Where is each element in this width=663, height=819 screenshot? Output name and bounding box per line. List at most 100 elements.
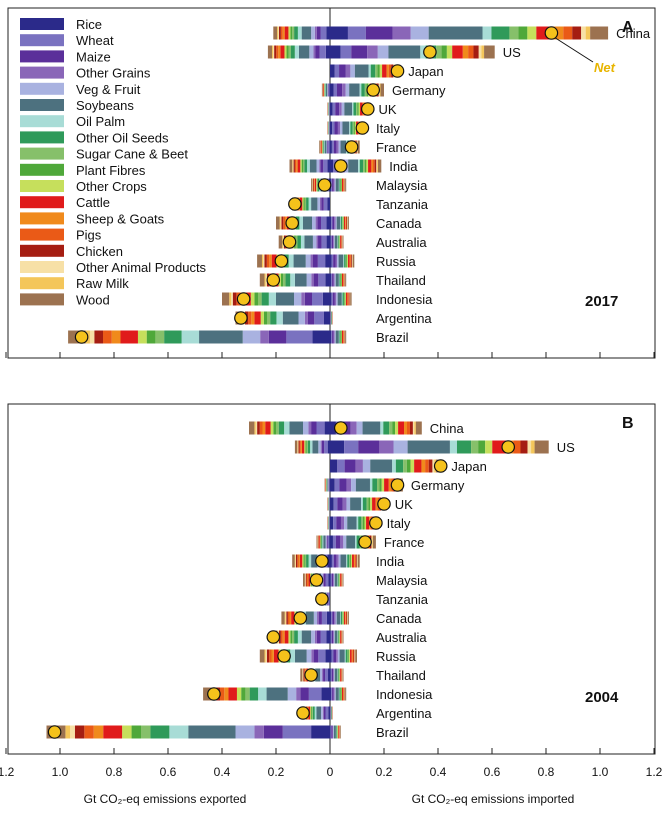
bar-segment-import [348, 292, 350, 306]
bar-segment-import [347, 554, 350, 568]
legend-swatch [20, 180, 64, 192]
bar-segment-import [331, 216, 333, 230]
bar-segment-export [222, 292, 230, 306]
bar-segment-import [340, 235, 341, 249]
bar-segment-import [341, 178, 343, 192]
bar-segment-export [304, 159, 308, 173]
bar-segment-export [103, 725, 123, 739]
bar-segment-export [327, 478, 329, 492]
legend-label: Oil Palm [76, 114, 125, 129]
bar-segment-import [337, 573, 339, 587]
bar-segment-import [344, 216, 346, 230]
x-tick-label: 0.4 [430, 765, 447, 779]
bar-segment-import [331, 687, 333, 701]
bar-segment-import [362, 497, 367, 511]
bar-segment-import [345, 611, 347, 625]
bar-segment-export [288, 254, 294, 268]
bar-segment-import [352, 554, 354, 568]
bar-segment-import [356, 421, 363, 435]
bar-segment-export [292, 554, 295, 568]
bar-segment-export [328, 592, 330, 606]
bar-segment-export [292, 159, 294, 173]
bar-segment-import [342, 83, 346, 97]
bar-segment-export [295, 554, 298, 568]
bar-segment-import [335, 178, 339, 192]
bar-segment-import [531, 440, 535, 454]
bar-segment-import [347, 26, 366, 40]
bar-segment-export [298, 554, 300, 568]
bar-segment-import [349, 554, 351, 568]
bar-segment-import [342, 216, 343, 230]
bar-segment-export [312, 235, 317, 249]
bar-segment-export [308, 554, 312, 568]
bar-segment-import [383, 421, 390, 435]
bar-segment-export [290, 26, 293, 40]
bar-segment-export [74, 725, 85, 739]
legend-swatch [20, 82, 64, 95]
bar-segment-import [350, 254, 352, 268]
bar-segment-import [339, 330, 341, 344]
bar-segment-import [335, 687, 339, 701]
bar-segment-export [328, 668, 330, 682]
bar-segment-import [341, 687, 343, 701]
net-marker [296, 706, 310, 720]
bar-segment-import [351, 478, 356, 492]
bar-segment-export [284, 611, 286, 625]
bar-segment-export [324, 140, 327, 154]
bar-segment-export [155, 330, 165, 344]
bar-segment-import [344, 649, 346, 663]
bar-segment-import [334, 611, 336, 625]
bar-segment-import [372, 535, 376, 549]
bar-segment-import [330, 706, 332, 720]
bar-segment-import [364, 159, 367, 173]
bar-segment-export [312, 706, 315, 720]
bar-segment-import [452, 45, 463, 59]
bar-segment-import [332, 216, 335, 230]
bar-segment-import [388, 45, 421, 59]
bar-segment-export [314, 178, 315, 192]
bar-segment-import [349, 254, 351, 268]
bar-segment-import [354, 554, 356, 568]
bar-segment-export [319, 45, 326, 59]
bar-segment-export [311, 26, 315, 40]
bar-segment-export [319, 159, 321, 173]
bar-segment-import [338, 140, 341, 154]
legend-swatch [20, 147, 64, 160]
bar-segment-import [334, 121, 338, 135]
bar-segment-export [276, 216, 280, 230]
bar-segment-export [231, 292, 233, 306]
bar-segment-import [334, 235, 338, 249]
bar-segment-import [491, 26, 510, 40]
bar-segment-import [339, 178, 341, 192]
bar-segment-export [301, 292, 305, 306]
bar-segment-export [267, 45, 273, 59]
legend-swatch [20, 277, 64, 290]
bar-segment-import [340, 611, 341, 625]
bar-segment-export [321, 83, 323, 97]
bar-segment-export [249, 687, 259, 701]
bar-segment-export [322, 706, 324, 720]
bar-segment-export [322, 292, 330, 306]
bar-segment-import [386, 64, 389, 78]
bar-segment-export [327, 440, 330, 454]
bar-segment-import [330, 121, 333, 135]
bar-segment-export [293, 159, 295, 173]
bar-segment-export [325, 573, 329, 587]
bar-segment-import [330, 159, 334, 173]
bar-segment-export [305, 440, 307, 454]
bar-segment-import [365, 26, 393, 40]
net-marker [333, 421, 348, 435]
bar-segment-import [343, 687, 345, 701]
bar-segment-import [358, 440, 380, 454]
bar-segment-export [327, 554, 330, 568]
bar-segment-import [344, 611, 346, 625]
bar-segment-import [333, 516, 337, 530]
bar-segment-import [342, 611, 343, 625]
bar-segment-export [307, 159, 310, 173]
net-marker [266, 273, 281, 287]
bar-segment-export [311, 706, 312, 720]
bar-segment-import [350, 64, 355, 78]
bar-segment-export [303, 216, 312, 230]
bar-segment-export [282, 630, 285, 644]
bar-segment-import [349, 649, 351, 663]
